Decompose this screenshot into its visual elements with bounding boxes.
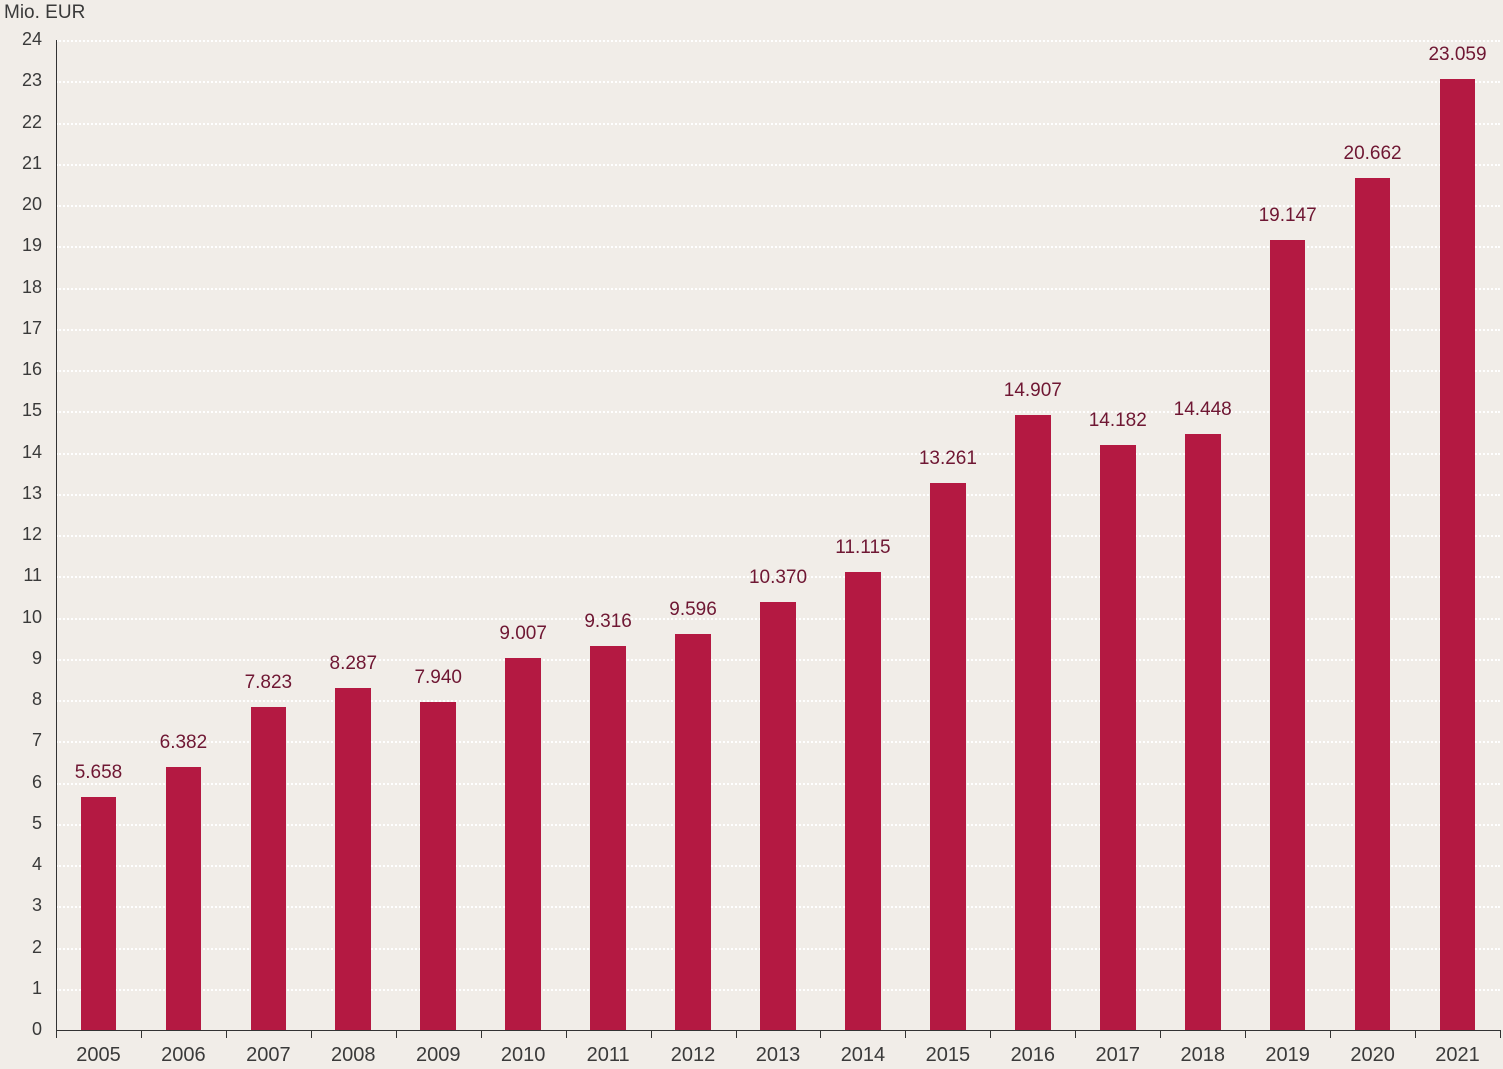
bar — [930, 483, 966, 1030]
gridline — [56, 40, 1500, 42]
y-tick-label: 13 — [0, 483, 42, 504]
x-tick — [1415, 1030, 1416, 1038]
x-tick — [226, 1030, 227, 1038]
y-tick-label: 19 — [0, 235, 42, 256]
x-tick-label: 2016 — [990, 1044, 1075, 1067]
y-axis — [56, 40, 57, 1030]
x-tick-label: 2007 — [226, 1044, 311, 1067]
bar-chart: Mio. EUR 0123456789101112131415161718192… — [0, 0, 1503, 1069]
x-tick — [905, 1030, 906, 1038]
x-tick — [1500, 1030, 1501, 1038]
x-tick-label: 2015 — [905, 1044, 990, 1067]
bar-label: 14.448 — [1153, 399, 1253, 421]
y-tick-label: 23 — [0, 70, 42, 91]
x-tick — [396, 1030, 397, 1038]
x-tick-label: 2010 — [481, 1044, 566, 1067]
x-tick — [56, 1030, 57, 1038]
y-tick-label: 16 — [0, 359, 42, 380]
y-tick-label: 17 — [0, 318, 42, 339]
bar — [1270, 240, 1306, 1030]
bar-label: 11.115 — [813, 537, 913, 559]
x-tick — [1330, 1030, 1331, 1038]
y-tick-label: 15 — [0, 400, 42, 421]
y-tick-label: 9 — [0, 648, 42, 669]
x-axis — [56, 1030, 1500, 1031]
bar — [1440, 79, 1476, 1030]
x-tick — [820, 1030, 821, 1038]
x-tick — [736, 1030, 737, 1038]
x-tick-label: 2005 — [56, 1044, 141, 1067]
x-tick — [311, 1030, 312, 1038]
x-tick — [481, 1030, 482, 1038]
bar — [760, 602, 796, 1030]
y-tick-label: 22 — [0, 112, 42, 133]
x-tick-label: 2018 — [1160, 1044, 1245, 1067]
y-tick-label: 1 — [0, 978, 42, 999]
y-tick-label: 24 — [0, 29, 42, 50]
bar — [1185, 434, 1221, 1030]
bar-label: 7.940 — [388, 667, 488, 689]
x-tick-label: 2013 — [736, 1044, 821, 1067]
bar-label: 14.907 — [983, 380, 1083, 402]
x-tick-label: 2011 — [566, 1044, 651, 1067]
y-tick-label: 11 — [0, 565, 42, 586]
y-tick-label: 7 — [0, 730, 42, 751]
y-tick-label: 10 — [0, 607, 42, 628]
y-tick-label: 6 — [0, 772, 42, 793]
x-tick-label: 2019 — [1245, 1044, 1330, 1067]
x-tick-label: 2014 — [820, 1044, 905, 1067]
x-tick-label: 2012 — [651, 1044, 736, 1067]
y-tick-label: 14 — [0, 442, 42, 463]
x-tick — [1160, 1030, 1161, 1038]
x-tick — [1245, 1030, 1246, 1038]
bar-label: 5.658 — [48, 762, 148, 784]
gridline — [56, 81, 1500, 83]
bar-label: 7.823 — [218, 672, 318, 694]
bar — [251, 707, 287, 1030]
x-tick — [1075, 1030, 1076, 1038]
y-tick-label: 12 — [0, 524, 42, 545]
x-tick — [651, 1030, 652, 1038]
bar-label: 10.370 — [728, 567, 828, 589]
y-tick-label: 20 — [0, 194, 42, 215]
bar — [1355, 178, 1391, 1030]
y-tick-label: 8 — [0, 689, 42, 710]
y-tick-label: 4 — [0, 854, 42, 875]
bar — [81, 797, 117, 1030]
y-tick-label: 21 — [0, 153, 42, 174]
y-axis-title: Mio. EUR — [4, 2, 85, 24]
bar — [505, 658, 541, 1030]
gridline — [56, 123, 1500, 125]
bar-label: 6.382 — [133, 732, 233, 754]
bar-label: 23.059 — [1408, 44, 1503, 66]
y-tick-label: 2 — [0, 937, 42, 958]
gridline — [56, 164, 1500, 166]
x-tick — [141, 1030, 142, 1038]
bar — [1100, 445, 1136, 1030]
bar-label: 19.147 — [1238, 205, 1338, 227]
x-tick — [566, 1030, 567, 1038]
bar — [420, 702, 456, 1030]
x-tick-label: 2008 — [311, 1044, 396, 1067]
x-tick-label: 2017 — [1075, 1044, 1160, 1067]
bar-label: 9.596 — [643, 599, 743, 621]
bar — [335, 688, 371, 1030]
bar — [166, 767, 202, 1030]
bar-label: 20.662 — [1323, 143, 1423, 165]
bar — [845, 572, 881, 1030]
y-tick-label: 18 — [0, 277, 42, 298]
y-tick-label: 5 — [0, 813, 42, 834]
x-tick-label: 2020 — [1330, 1044, 1415, 1067]
x-tick-label: 2006 — [141, 1044, 226, 1067]
y-tick-label: 3 — [0, 895, 42, 916]
bar — [1015, 415, 1051, 1030]
x-tick-label: 2021 — [1415, 1044, 1500, 1067]
bar-label: 13.261 — [898, 448, 998, 470]
y-tick-label: 0 — [0, 1019, 42, 1040]
x-tick — [990, 1030, 991, 1038]
x-tick-label: 2009 — [396, 1044, 481, 1067]
bar — [590, 646, 626, 1030]
bar — [675, 634, 711, 1030]
